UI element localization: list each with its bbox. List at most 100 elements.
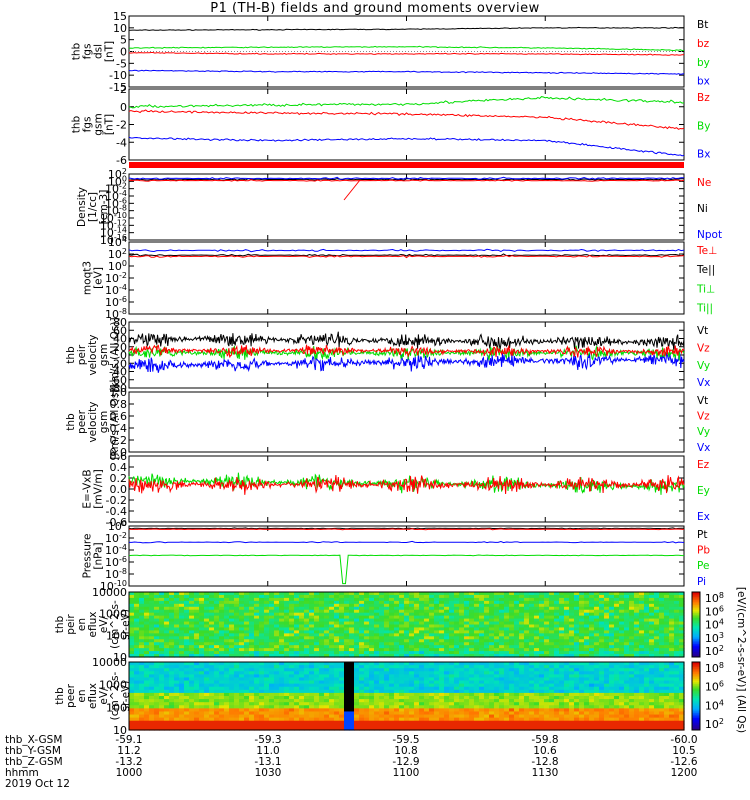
y-tick-label: 100	[108, 259, 127, 273]
y-tick-label: -15	[109, 81, 127, 94]
ephemeris-value: 11.2	[117, 745, 141, 757]
legend-entry: Vy	[697, 426, 710, 438]
y-axis-label: thbfgsgsm[nT]	[71, 113, 116, 135]
y-tick-label: -4	[116, 136, 127, 149]
panel-peir_velocity: 806040200-20-40-60-80thbpeirvelocitygsm[…	[65, 316, 710, 395]
panel-peir_spec: 10000 1000 100 10 thbpeirenefluxeV/(cm^2-s-s…	[54, 586, 685, 664]
y-tick-label: 10-2	[105, 531, 127, 545]
series-Pi	[129, 540, 685, 544]
series-Pt	[128, 527, 685, 530]
y-axis-label: thbpeirvelocitygsm[km/s (All Qs)]	[65, 317, 121, 392]
y-tick-label: 10-8	[105, 204, 127, 218]
y-tick-label: 10-14	[100, 226, 127, 240]
ephemeris-value: -59.5	[392, 734, 420, 746]
series-By	[128, 96, 685, 109]
series-Bt	[128, 26, 684, 31]
y-tick-label: 1000	[99, 608, 127, 621]
panel-density: 10210010-210-410-610-810-1010-1210-1410-…	[76, 167, 722, 247]
y-tick-label: 10000	[92, 656, 127, 669]
y-tick-label: 5	[120, 34, 127, 47]
series-Te-perp	[128, 254, 684, 259]
legend-entry: Bt	[697, 19, 708, 31]
series-Ne	[128, 179, 685, 182]
y-tick-label: 0	[120, 46, 127, 59]
y-tick-label: 10-6	[105, 295, 127, 309]
legend-entry: Ti||	[696, 303, 713, 315]
colorbar-frame	[691, 591, 701, 658]
legend-entry: Te⊥	[696, 245, 717, 257]
series-Bx	[128, 136, 685, 157]
y-tick-label: 10-4	[105, 283, 127, 297]
y-tick-label: 10-2	[105, 182, 127, 196]
series-Te-par	[128, 253, 685, 257]
y-tick-label: 0.0	[110, 483, 128, 496]
y-tick-label: 10-12	[100, 218, 127, 232]
y-tick-label: 0.6	[110, 410, 128, 423]
legend-entry: Ey	[697, 485, 710, 497]
y-tick-label: -2	[116, 119, 127, 132]
y-tick-label: -0.4	[106, 505, 127, 518]
y-tick-label: 10	[113, 22, 127, 35]
y-tick-label: 106	[705, 604, 724, 618]
colorbar-bottom: 108 106 104 102	[691, 661, 724, 731]
ephemeris-value: -12.8	[531, 756, 559, 768]
y-tick-label: 104	[108, 235, 127, 249]
legend-entry: Te||	[696, 264, 715, 276]
y-tick-label: 10	[113, 651, 127, 664]
page-title: P1 (TH-B) fields and ground moments over…	[210, 1, 540, 16]
y-tick-label: -20	[109, 357, 127, 370]
y-axis-label: thbfgsdsl[nT]	[71, 41, 116, 62]
legend-entry: Vy	[697, 360, 710, 372]
ephemeris-value: -12.6	[670, 756, 698, 768]
legend-entry: Bx	[697, 149, 710, 161]
y-tick-label: 10-10	[100, 579, 127, 593]
ephemeris-label: thb_Z-GSM	[5, 756, 63, 768]
y-axis-label: Pressure[nPa]	[82, 534, 105, 579]
series-by	[128, 45, 685, 52]
series-Pb	[128, 528, 685, 531]
colorbar-label: [eV/(cm^2-s-sr-eV)] (All Qs)	[735, 587, 747, 733]
spectrogram-cells	[129, 662, 685, 731]
ephemeris-value: 1200	[670, 767, 698, 779]
panel-frame	[128, 661, 685, 731]
ephemeris-value: -12.9	[392, 756, 420, 768]
y-tick-label: 10-6	[105, 196, 127, 210]
y-tick-label: 10-4	[105, 543, 127, 557]
ephemeris-value: 10.8	[394, 745, 418, 757]
y-tick-label: 0.2	[110, 434, 128, 447]
y-axis-label: Density[1/cc][cm-3]	[76, 187, 110, 227]
y-tick-label: 10-8	[105, 307, 127, 321]
legend-entry: Ex	[697, 511, 710, 523]
ephemeris-value: -59.8	[531, 734, 559, 746]
y-tick-label: 80	[113, 316, 127, 329]
series-Npot	[128, 176, 684, 180]
ephemeris-label: thb_X-GSM	[5, 734, 63, 746]
legend-entry: bz	[697, 38, 710, 50]
y-tick-label: 10000	[92, 586, 127, 599]
legend-entry: Vz	[697, 342, 710, 354]
y-tick-label: 100	[106, 701, 127, 714]
series-Vt	[128, 331, 685, 350]
panel-frame	[128, 173, 685, 241]
y-tick-label: 0	[120, 349, 127, 362]
y-axis-label: E=-VxB[mV/m]	[82, 469, 105, 508]
panel-peer_velocity: 1.00.80.60.40.20.0thbpeervelocitygsm[km/…	[65, 384, 710, 459]
ephemeris-value: 1030	[254, 767, 282, 779]
y-tick-label: -0.6	[106, 516, 127, 529]
ephemeris-value: 1100	[392, 767, 420, 779]
y-tick-label: 20	[113, 341, 127, 354]
y-tick-label: 2	[120, 83, 127, 96]
y-tick-label: 10-8	[105, 567, 127, 581]
y-axis-label: thbpeerenefluxeV/(cm^2-s-sr-eV)	[54, 671, 132, 720]
legend-entry: By	[697, 120, 710, 132]
y-tick-label: 0.8	[110, 398, 128, 411]
colorbar-frame	[691, 661, 701, 731]
legend-entry: Npot	[697, 229, 722, 241]
y-tick-label: 102	[705, 717, 724, 731]
legend-entry: Ez	[697, 459, 710, 471]
y-tick-label: 10-2	[105, 271, 127, 285]
ephemeris-value: -13.2	[115, 756, 143, 768]
